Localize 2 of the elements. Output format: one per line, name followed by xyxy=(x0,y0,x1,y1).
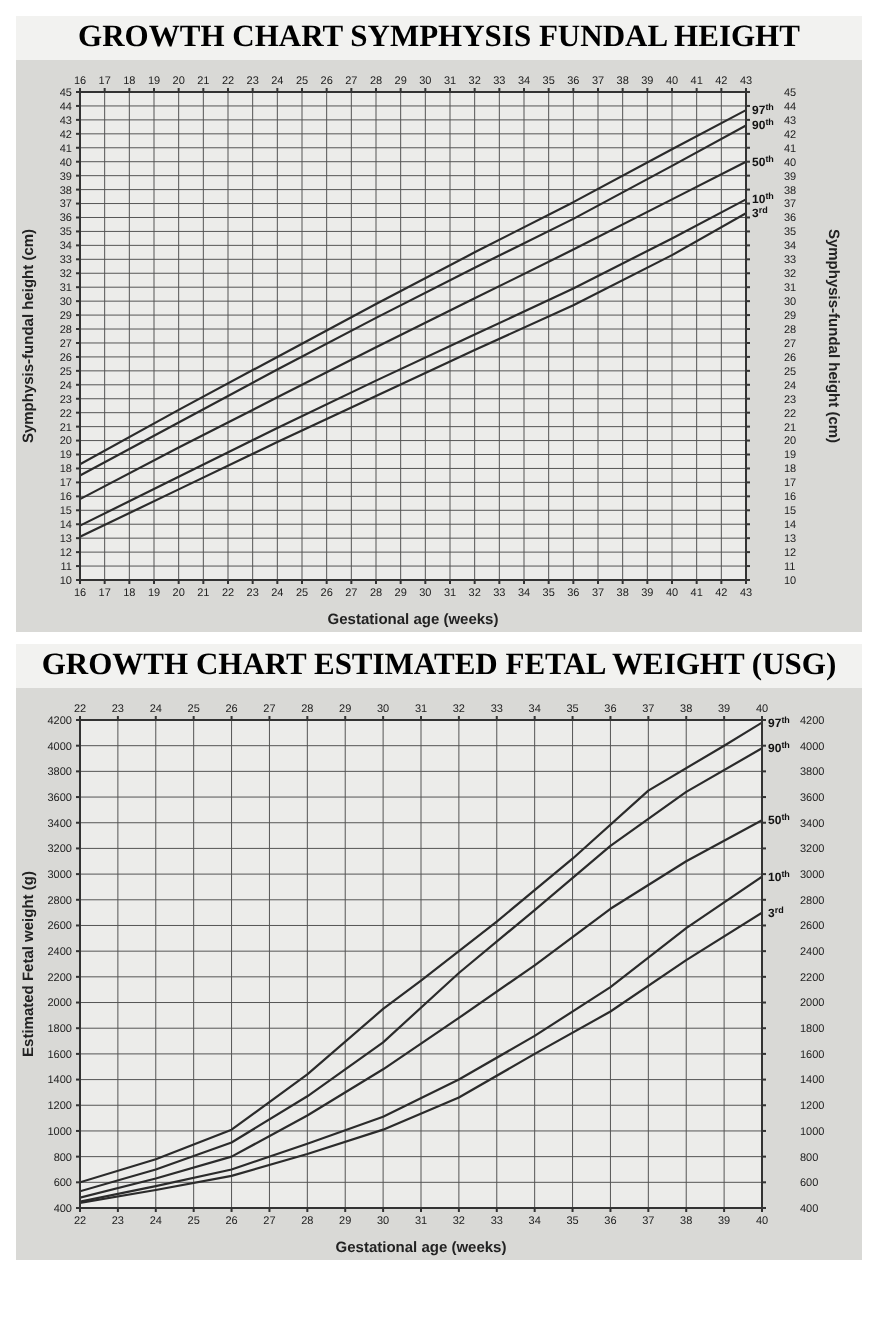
chart-title: GROWTH CHART ESTIMATED FETAL WEIGHT (USG) xyxy=(16,644,862,688)
chart-title: GROWTH CHART SYMPHYSIS FUNDAL HEIGHT xyxy=(16,16,862,60)
